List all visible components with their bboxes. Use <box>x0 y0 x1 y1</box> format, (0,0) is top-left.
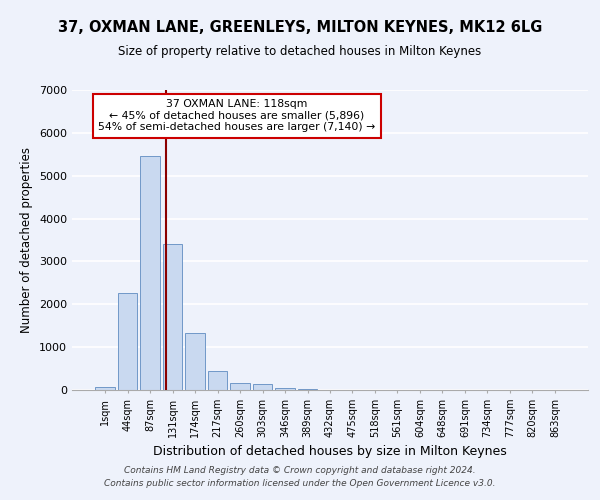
Bar <box>275 388 295 390</box>
X-axis label: Distribution of detached houses by size in Milton Keynes: Distribution of detached houses by size … <box>153 446 507 458</box>
Bar <box>140 156 160 390</box>
Text: Size of property relative to detached houses in Milton Keynes: Size of property relative to detached ho… <box>118 45 482 58</box>
Text: Contains HM Land Registry data © Crown copyright and database right 2024.
Contai: Contains HM Land Registry data © Crown c… <box>104 466 496 487</box>
Bar <box>230 383 250 390</box>
Bar <box>298 389 317 390</box>
Bar <box>253 384 272 390</box>
Bar <box>163 244 182 390</box>
Text: 37 OXMAN LANE: 118sqm
← 45% of detached houses are smaller (5,896)
54% of semi-d: 37 OXMAN LANE: 118sqm ← 45% of detached … <box>98 99 376 132</box>
Text: 37, OXMAN LANE, GREENLEYS, MILTON KEYNES, MK12 6LG: 37, OXMAN LANE, GREENLEYS, MILTON KEYNES… <box>58 20 542 35</box>
Bar <box>185 332 205 390</box>
Bar <box>118 292 137 390</box>
Bar <box>208 370 227 390</box>
Bar <box>95 387 115 390</box>
Y-axis label: Number of detached properties: Number of detached properties <box>20 147 34 333</box>
